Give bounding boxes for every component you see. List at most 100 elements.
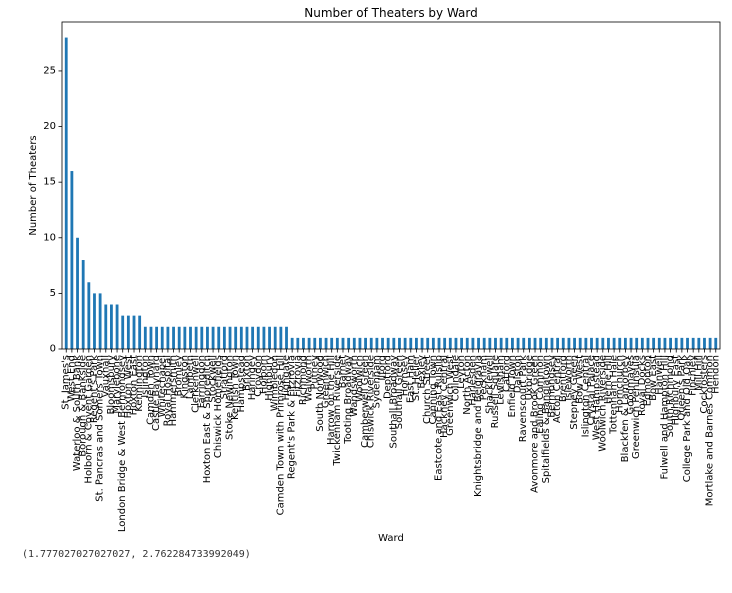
x-tick-label: West End	[66, 355, 77, 402]
x-tick-label: Deptford	[383, 355, 394, 399]
bar	[155, 326, 159, 349]
x-tick-label: West Hampstead	[592, 355, 603, 440]
bar	[584, 337, 588, 349]
x-tick-label: St. Pancras and Somers Town	[95, 355, 106, 502]
x-tick-label: Greenwich	[321, 355, 332, 408]
bar	[437, 337, 441, 349]
bar	[499, 337, 503, 349]
x-tick-label: East Ham	[405, 355, 416, 403]
bar	[403, 337, 407, 349]
x-tick-label: Clerkenwell	[191, 355, 202, 413]
x-tick-label: Highbury East	[671, 355, 682, 426]
x-tick-label: Putney	[309, 355, 320, 390]
x-tick-label: Camden Town	[145, 355, 156, 425]
bar	[307, 337, 311, 349]
bar	[217, 326, 221, 349]
x-tick-label: Leyton	[456, 355, 467, 389]
x-tick-label: Queen's Park	[676, 355, 687, 421]
bar	[544, 337, 548, 349]
x-tick-label: Goodmayes	[626, 355, 637, 414]
bar	[172, 326, 175, 349]
bar	[290, 337, 294, 349]
bar	[200, 326, 204, 349]
bar	[590, 337, 593, 349]
x-tick-label: Kingston	[179, 355, 190, 399]
plot-frame	[61, 21, 721, 350]
bar	[138, 315, 142, 349]
x-tick-label: College Park and Old Oak	[682, 355, 693, 482]
x-tick-label: Marylebone	[112, 355, 123, 414]
x-tick-label: Richmond	[298, 355, 309, 405]
x-tick-label: Greenwich Peninsula	[631, 355, 642, 459]
x-tick-label: Woolwich Riverside	[597, 355, 608, 452]
y-axis-label: Number of Theaters	[28, 135, 39, 235]
bar	[341, 337, 345, 349]
bar	[183, 326, 187, 349]
bar	[556, 337, 560, 349]
x-tick-label: Crystal Palace	[586, 355, 597, 426]
bar	[81, 260, 85, 349]
bar	[381, 337, 384, 349]
x-axis-label: Ward	[378, 533, 404, 544]
bar	[330, 337, 334, 349]
x-tick-label: Uxbridge	[524, 355, 535, 400]
x-tick-label: Waterloo & South Bank	[72, 355, 83, 471]
x-tick-label: Hoxton East & Shoreditch	[202, 355, 213, 483]
x-tick-label: Chiswick Riverside	[366, 355, 377, 448]
x-tick-label: St. James's	[61, 355, 72, 410]
bar	[285, 326, 288, 349]
x-tick-label: North Acton	[462, 355, 473, 415]
bar	[386, 337, 390, 349]
x-tick-label: Chiswick Homefields	[213, 355, 224, 458]
bar	[465, 337, 469, 349]
bar	[635, 337, 639, 349]
bar	[228, 326, 232, 349]
bar	[567, 337, 571, 349]
x-tick-label: Regent's Park	[89, 355, 100, 423]
bar	[663, 337, 667, 349]
x-tick-label: Sydenham	[371, 355, 382, 408]
x-tick-label: Canning Town	[428, 355, 439, 424]
bar	[561, 337, 565, 349]
y-tick-label: 25	[43, 65, 56, 76]
bar	[488, 337, 492, 349]
bar	[268, 326, 271, 349]
bar	[398, 337, 401, 349]
x-tick-label: Harlesden	[467, 355, 478, 406]
bar	[415, 337, 418, 349]
bar	[98, 293, 102, 349]
x-tick-label: Colindale	[450, 355, 461, 401]
bar	[482, 337, 486, 349]
bar	[533, 337, 537, 349]
x-tick-label: Acton Central	[552, 355, 563, 423]
x-tick-label: Brixton	[241, 355, 252, 391]
bar	[273, 326, 277, 349]
bar	[194, 326, 198, 349]
x-tick-label: Fitzrovia	[292, 355, 303, 397]
x-tick-label: Bow East	[648, 355, 659, 401]
x-tick-label: Peckham	[479, 355, 490, 400]
bar	[573, 337, 576, 349]
bar	[222, 326, 226, 349]
bar	[443, 337, 447, 349]
x-tick-label: Whitechapel	[157, 355, 168, 417]
bar	[431, 337, 435, 349]
bar	[160, 326, 164, 349]
x-tick-label: Islington	[140, 355, 151, 398]
x-tick-label: Bexley	[417, 355, 428, 389]
x-tick-label: Church Street	[422, 355, 433, 424]
x-tick-label: Eastcote and East Ruislip	[434, 355, 445, 481]
bar	[516, 337, 520, 349]
x-tick-label: Regent's Park & Fitzrovia	[287, 355, 298, 479]
bar	[623, 337, 627, 349]
bar	[612, 337, 616, 349]
bar	[211, 326, 215, 349]
y-tick-label: 20	[43, 121, 56, 132]
x-tick-label: Borough & Bankside	[78, 355, 89, 457]
bar	[601, 337, 605, 349]
bar	[697, 337, 701, 349]
bar	[477, 337, 480, 349]
x-tick-label: Herne Hill	[603, 355, 614, 404]
x-tick-label: Tooting Broadway	[343, 355, 354, 445]
